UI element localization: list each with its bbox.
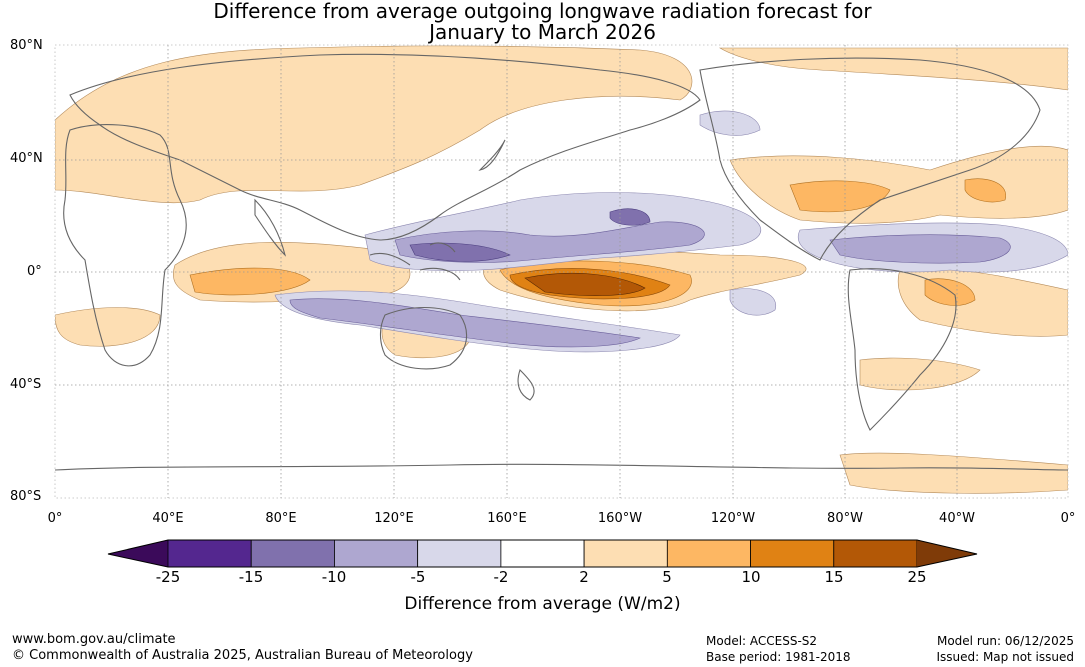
colorbar-label: 25 [907, 568, 927, 586]
footer-issued: Issued: Map not issued [936, 650, 1074, 664]
anomaly-region-southern-ocean [839, 452, 1068, 494]
colorbar-segment [583, 539, 668, 568]
coastline-eurasia [69, 53, 701, 241]
anomaly-region-warm-pool-10 [409, 242, 511, 262]
anomaly-region-pacific-northeast [699, 110, 761, 136]
colorbar-label: -15 [238, 568, 264, 586]
lat-label-80s: 80°S [10, 489, 42, 504]
coastlines [55, 53, 1068, 471]
colorbar-label: 2 [579, 568, 589, 586]
colorbar-title: Difference from average (W/m2) [404, 594, 681, 614]
lon-label-160e: 160°E [487, 511, 527, 526]
lon-label-80w: 80°W [827, 511, 863, 526]
anomaly-region-eurasia [55, 45, 693, 204]
colorbar-label: 15 [824, 568, 844, 586]
lon-label-0-east: 0° [1060, 511, 1076, 526]
lon-label-0: 0° [47, 511, 63, 526]
lat-label-40n: 40°N [10, 151, 43, 166]
colorbar [107, 539, 978, 568]
colorbar-segment [500, 539, 585, 568]
coastline-north-america [699, 57, 1041, 261]
footer-model: Model: ACCESS-S2 [706, 634, 818, 648]
lon-label-120e: 120°E [374, 511, 414, 526]
lon-label-80e: 80°E [265, 511, 297, 526]
anomaly-region-indian-10 [189, 267, 311, 296]
colorbar-segment [750, 539, 835, 568]
colorbar-label: -5 [410, 568, 426, 586]
colorbar-label: 10 [741, 568, 761, 586]
coastline-india [254, 198, 287, 257]
coastline-japan [478, 139, 506, 171]
lon-label-40e: 40°E [152, 511, 184, 526]
anomaly-shading [55, 45, 1068, 498]
colorbar-label: -2 [493, 568, 509, 586]
anomaly-region-southern-africa [55, 307, 161, 347]
anomaly-region-atlantic-10 [964, 178, 1007, 203]
map-title-line2: January to March 2026 [429, 20, 656, 44]
coastline-africa [63, 124, 187, 367]
anomaly-region-us-10 [789, 180, 891, 213]
colorbar-label: 5 [662, 568, 672, 586]
colorbar-segment [833, 539, 918, 568]
coastline-australia [379, 307, 468, 370]
colorbar-extension-max [917, 540, 977, 567]
lon-label-40w: 40°W [939, 511, 975, 526]
colorbar-segment [334, 539, 419, 568]
coastline-antarctica [55, 463, 1068, 471]
footer-base-period: Base period: 1981-2018 [706, 650, 851, 664]
anomaly-region-east-pacific-5 [829, 234, 1011, 264]
lat-label-0: 0° [27, 264, 42, 279]
lon-label-120w: 120°W [710, 511, 756, 526]
anomaly-region-pacific-25 [524, 272, 646, 296]
colorbar-segment [666, 539, 751, 568]
footer-model-run: Model run: 06/12/2025 [936, 634, 1074, 648]
gridlines [55, 45, 1068, 498]
colorbar-label: -25 [155, 568, 181, 586]
lat-label-80n: 80°N [10, 38, 43, 53]
coastline-south-america [847, 268, 957, 431]
anomaly-region-brazil-10 [924, 278, 976, 306]
colorbar-outline [107, 539, 978, 568]
anomaly-region-south-atlantic [859, 357, 981, 391]
map-frame [54, 44, 1069, 499]
colorbar-segment [167, 539, 252, 568]
map-title-line1: Difference from average outgoing longwav… [213, 0, 872, 23]
footer-url[interactable]: www.bom.gov.au/climate [12, 632, 176, 647]
anomaly-region-arctic [718, 47, 1068, 91]
lon-label-160w: 160°W [597, 511, 643, 526]
anomaly-region-southeast-pacific [729, 288, 777, 316]
anomaly-region-south-pacific-5 [289, 298, 641, 348]
coastline-maritime-continent [369, 242, 461, 281]
coastline-new-zealand [517, 368, 535, 401]
footer-copyright: © Commonwealth of Australia 2025, Austra… [12, 648, 473, 663]
colorbar-label: -10 [321, 568, 347, 586]
colorbar-segment [250, 539, 335, 568]
lat-label-40s: 40°S [10, 377, 42, 392]
colorbar-segment [417, 539, 502, 568]
colorbar-extension-min [108, 540, 168, 567]
